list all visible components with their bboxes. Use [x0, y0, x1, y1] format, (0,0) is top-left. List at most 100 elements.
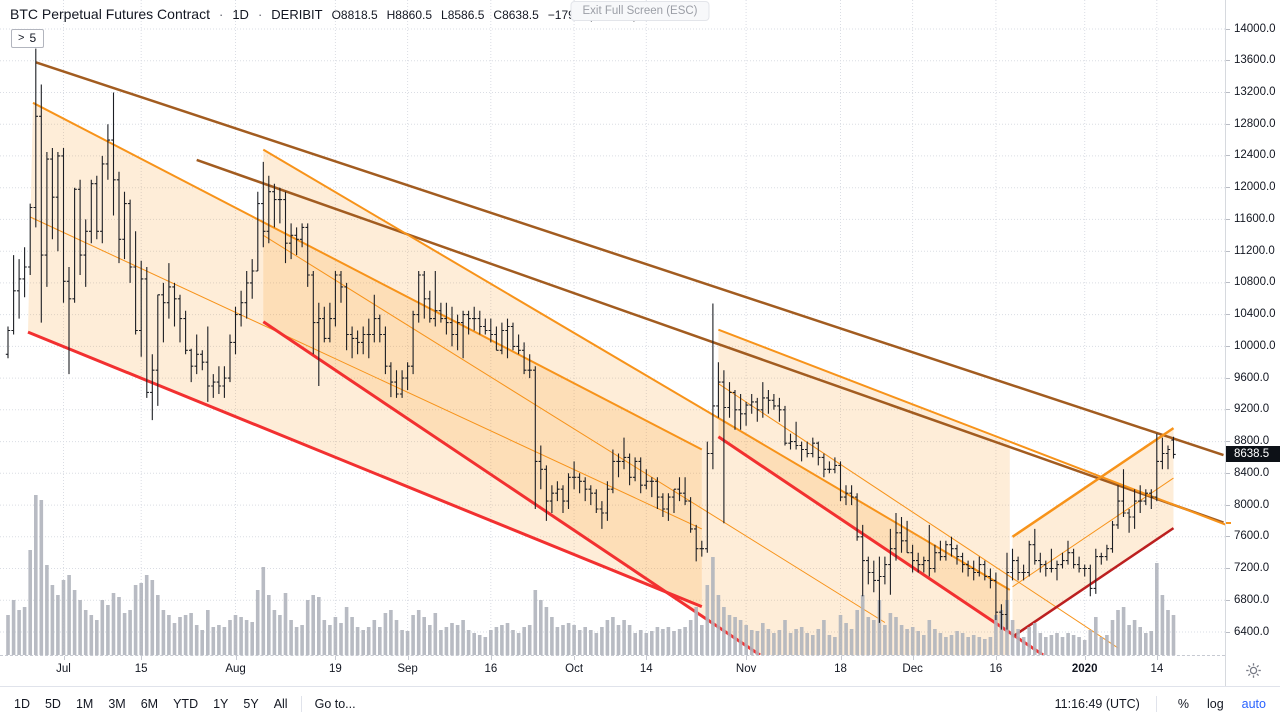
time-tick-label: Dec: [902, 663, 923, 675]
price-tick: [1226, 282, 1230, 284]
channel-2-lower: [262, 320, 761, 655]
chevron-right-icon: >: [18, 32, 25, 44]
time-tick-label: Sep: [397, 663, 418, 675]
time-tick-label: 15: [134, 663, 148, 675]
wave-label-chip[interactable]: > 5: [11, 29, 45, 48]
price-chart-canvas[interactable]: [0, 0, 1225, 655]
price-tick: [1226, 599, 1230, 601]
legend-separator: ·: [218, 7, 224, 22]
price-tick: [1226, 345, 1230, 347]
legend-separator: ·: [257, 7, 263, 22]
exchange-label[interactable]: DERIBIT: [271, 7, 323, 22]
time-tick-label: 18: [834, 663, 847, 675]
channel-2-mid: [263, 234, 886, 623]
time-tick-label: Aug: [225, 663, 246, 675]
time-tick-label: 16: [484, 663, 498, 675]
price-tick: [1226, 155, 1230, 157]
range-button-5y[interactable]: 5Y: [243, 696, 259, 711]
interval-label[interactable]: 1D: [232, 7, 249, 22]
price-tick-label: 10400.0: [1234, 308, 1276, 321]
time-tick: [574, 656, 576, 660]
price-tick: [1226, 409, 1230, 411]
price-tick-label: 8400.0: [1234, 466, 1270, 479]
channel-4-lower: [1011, 527, 1175, 638]
price-tick-label: 13200.0: [1234, 85, 1276, 98]
time-tick-label: 19: [329, 663, 342, 675]
price-tick-label: 9600.0: [1234, 371, 1270, 384]
date-range-switcher: 1D 5D 1M 3M 6M YTD 1Y 5Y All: [14, 697, 288, 711]
time-tick: [646, 656, 648, 660]
ohlc-value-c: C8638.5: [493, 8, 539, 22]
channel-3-lower: [717, 435, 1044, 655]
symbol-title[interactable]: BTC Perpetual Futures Contract: [10, 6, 210, 22]
time-tick-label: 14: [1150, 663, 1164, 675]
ohlc-series: [5, 31, 1176, 630]
price-tick: [1226, 568, 1230, 570]
time-tick: [407, 656, 409, 660]
price-axis[interactable]: 14000.0 13600.0 13200.0 12800.0 12400.0 12000…: [1225, 0, 1280, 686]
ohlc-value-o: O8818.5: [331, 8, 378, 22]
range-button-1y[interactable]: 1Y: [213, 696, 229, 711]
price-tick: [1226, 91, 1230, 93]
exit-fullscreen-tooltip[interactable]: Exit Full Screen (ESC): [570, 1, 710, 21]
price-tick-label: 7200.0: [1234, 562, 1270, 575]
time-tick: [1084, 656, 1086, 660]
wave-label: 5: [29, 31, 37, 45]
time-tick: [490, 656, 492, 660]
gear-icon[interactable]: [1245, 662, 1262, 679]
symbol-legend[interactable]: BTC Perpetual Futures Contract · 1D · DE…: [10, 6, 637, 22]
price-tick-label: 6800.0: [1234, 593, 1270, 606]
time-tick-label: Oct: [565, 663, 584, 675]
channel-3-upper: [718, 328, 1225, 526]
ohlc-readout: O8818.5 H8860.5 L8586.5 C8638.5: [332, 8, 539, 22]
time-axis[interactable]: Jul 15 Aug 19 Sep 16 Oct 14 Nov 18 Dec 16 2020 14: [0, 655, 1225, 687]
range-button-1m[interactable]: 1M: [75, 696, 94, 711]
price-tick-label: 8800.0: [1234, 435, 1270, 448]
channel-1-fill: [28, 102, 702, 607]
goto-button[interactable]: Go to...: [314, 696, 356, 711]
drawing-level-tick: [1226, 521, 1231, 524]
time-tick: [1156, 656, 1158, 660]
range-button-6m[interactable]: 6M: [140, 696, 159, 711]
clock-utc[interactable]: 11:16:49 (UTC): [1054, 696, 1140, 711]
toolbar-divider: [300, 695, 302, 712]
time-tick: [995, 656, 997, 660]
price-tick: [1226, 28, 1230, 30]
channel-fills[interactable]: [28, 102, 1174, 655]
time-tick: [912, 656, 914, 660]
price-tick-label: 6400.0: [1234, 625, 1270, 638]
range-button-1d[interactable]: 1D: [14, 696, 30, 711]
channel-4-mid: [1012, 477, 1174, 588]
price-tick-label: 10000.0: [1234, 339, 1276, 352]
price-tick: [1226, 631, 1230, 633]
time-tick: [235, 656, 237, 660]
channel-2-fill: [263, 149, 1010, 655]
price-tick-label: 7600.0: [1234, 530, 1270, 543]
channel-1-lower: [27, 330, 703, 608]
price-tick: [1226, 377, 1230, 379]
price-tick: [1226, 123, 1230, 125]
time-tick: [63, 656, 65, 660]
price-tick: [1226, 472, 1230, 474]
range-button-5d[interactable]: 5D: [44, 696, 61, 711]
time-tick-label: 14: [639, 663, 653, 675]
range-button-3m[interactable]: 3M: [108, 696, 126, 711]
auto-scale-button[interactable]: auto: [1241, 696, 1266, 711]
price-tick-label: 14000.0: [1234, 22, 1276, 35]
range-button-ytd[interactable]: YTD: [173, 696, 199, 711]
price-tick-label: 10800.0: [1234, 276, 1276, 289]
time-tick: [746, 656, 748, 660]
channel-1-mid: [29, 216, 703, 530]
channel-1-upper: [32, 101, 703, 451]
bottom-toolbar: 1D 5D 1M 3M 6M YTD 1Y 5Y All Go to... 11:16:49 (…: [0, 686, 1280, 720]
log-scale-button[interactable]: log: [1206, 696, 1224, 711]
toolbar-divider: [1155, 695, 1157, 712]
time-tick: [335, 656, 337, 660]
channel-4-upper: [1011, 427, 1175, 538]
range-button-all[interactable]: All: [273, 696, 288, 711]
price-tick-label: 13600.0: [1234, 54, 1276, 67]
percent-scale-button[interactable]: %: [1177, 696, 1189, 711]
channel-2-upper: [262, 148, 1011, 591]
axis-settings-corner[interactable]: [1225, 655, 1280, 686]
